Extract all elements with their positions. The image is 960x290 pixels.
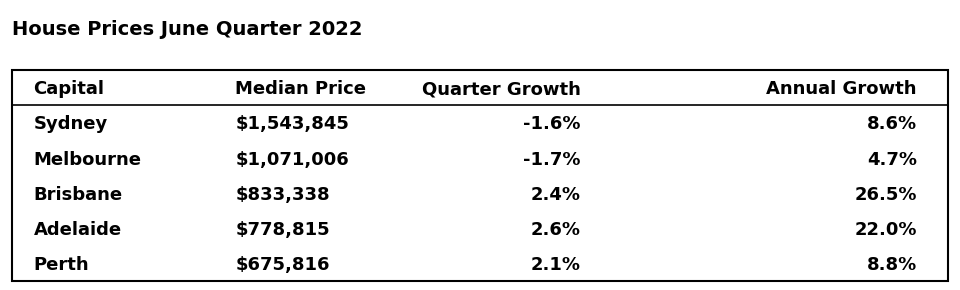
FancyBboxPatch shape xyxy=(12,70,948,281)
Text: 26.5%: 26.5% xyxy=(854,186,917,204)
Text: -1.7%: -1.7% xyxy=(523,151,581,168)
Text: Capital: Capital xyxy=(34,80,105,98)
Text: Median Price: Median Price xyxy=(235,80,366,98)
Text: $833,338: $833,338 xyxy=(235,186,330,204)
Text: $675,816: $675,816 xyxy=(235,256,329,274)
Text: 2.4%: 2.4% xyxy=(531,186,581,204)
Text: 8.6%: 8.6% xyxy=(867,115,917,133)
Text: $1,543,845: $1,543,845 xyxy=(235,115,349,133)
Text: $1,071,006: $1,071,006 xyxy=(235,151,348,168)
Text: Quarter Growth: Quarter Growth xyxy=(422,80,581,98)
Text: Melbourne: Melbourne xyxy=(34,151,142,168)
Text: Annual Growth: Annual Growth xyxy=(766,80,917,98)
Text: Adelaide: Adelaide xyxy=(34,221,122,239)
Text: 4.7%: 4.7% xyxy=(867,151,917,168)
Text: 2.1%: 2.1% xyxy=(531,256,581,274)
Text: 22.0%: 22.0% xyxy=(854,221,917,239)
Text: Perth: Perth xyxy=(34,256,89,274)
Text: House Prices June Quarter 2022: House Prices June Quarter 2022 xyxy=(12,20,363,39)
Text: Sydney: Sydney xyxy=(34,115,108,133)
Text: 2.6%: 2.6% xyxy=(531,221,581,239)
Text: -1.6%: -1.6% xyxy=(523,115,581,133)
Text: Brisbane: Brisbane xyxy=(34,186,123,204)
Text: 8.8%: 8.8% xyxy=(867,256,917,274)
Text: $778,815: $778,815 xyxy=(235,221,330,239)
